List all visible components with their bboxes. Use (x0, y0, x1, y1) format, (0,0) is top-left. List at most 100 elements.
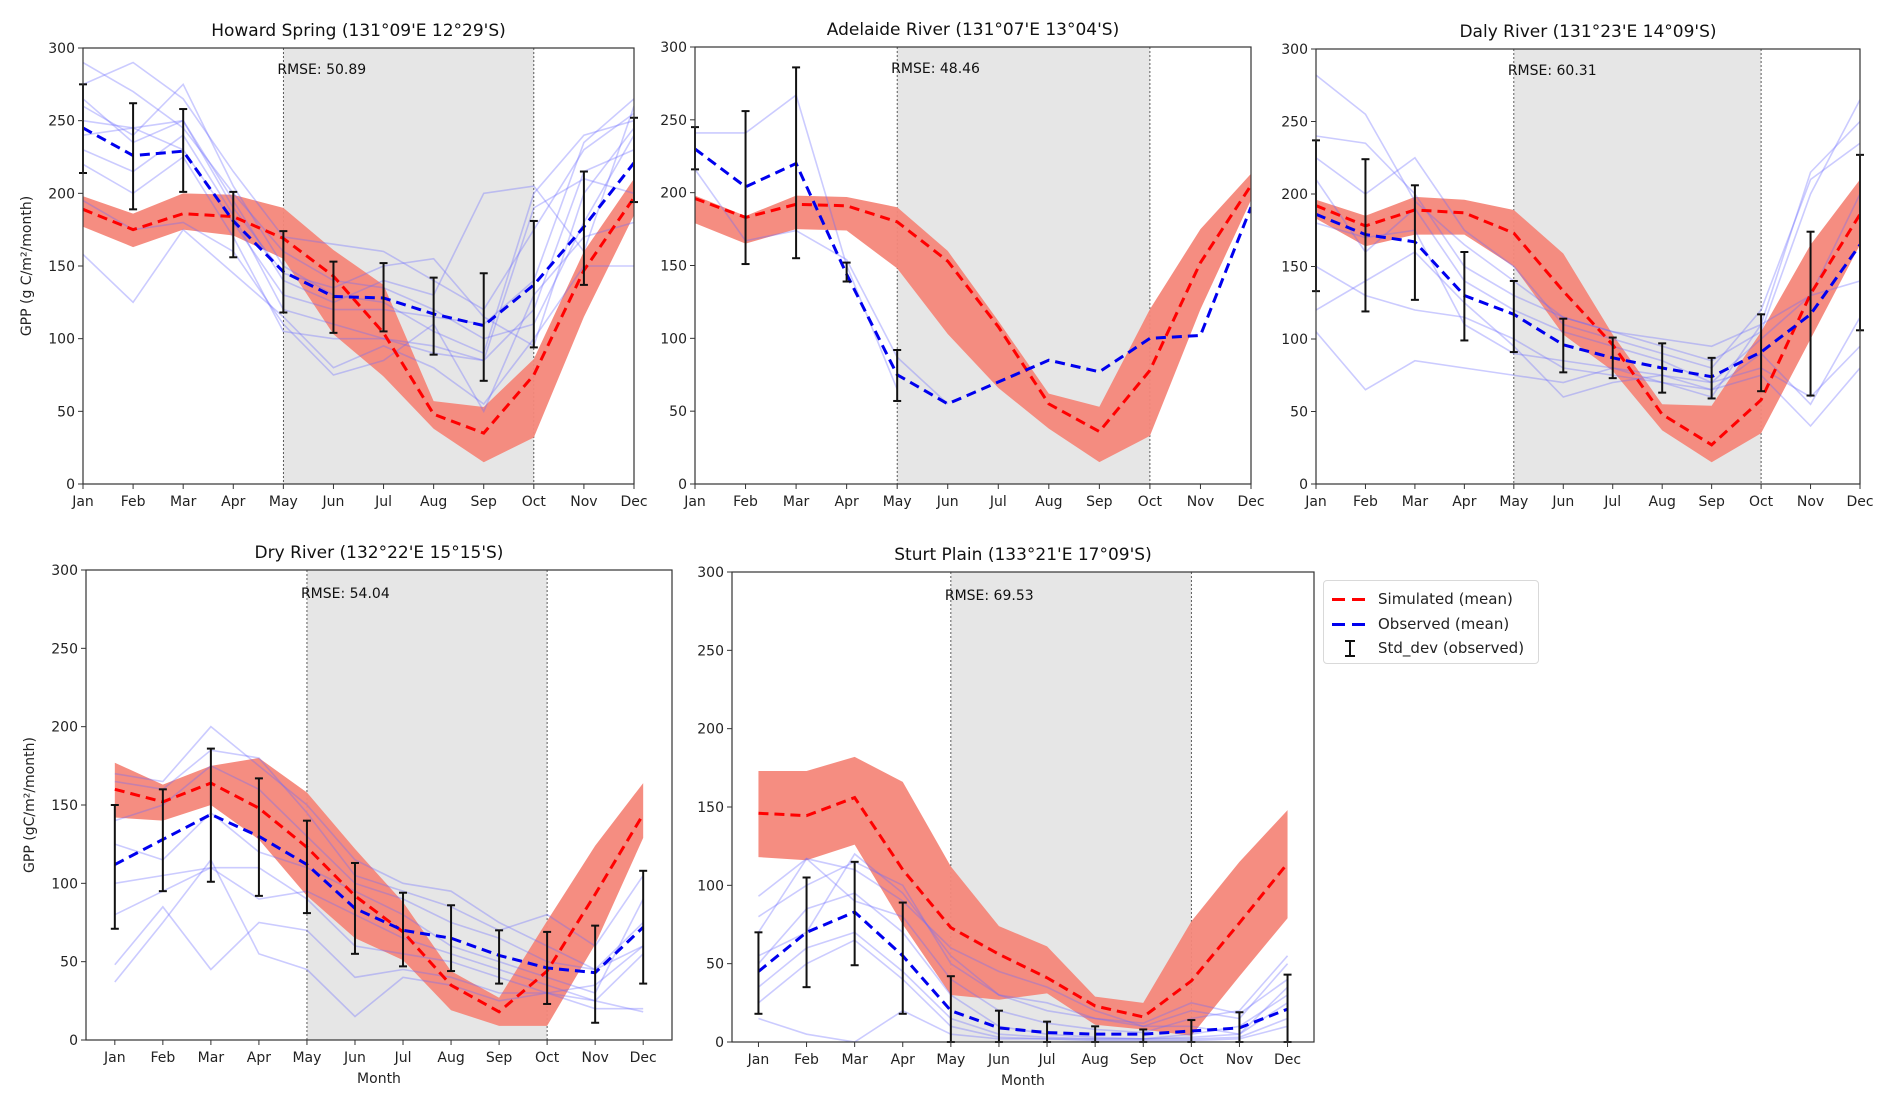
y-tick-label: 250 (48, 114, 75, 130)
x-tick-label: Jun (1551, 494, 1574, 510)
y-tick-label: 0 (69, 1033, 78, 1049)
observed-year-line (83, 228, 634, 406)
errorbar (1559, 317, 1568, 374)
y-tick-label: 50 (669, 404, 687, 420)
simulated-range-band (114, 758, 644, 1026)
y-tick-label: 250 (697, 643, 724, 659)
observed-year-line (1316, 222, 1860, 406)
x-tick-label: Jul (394, 1050, 412, 1066)
x-tick-label: Mar (841, 1052, 868, 1068)
y-tick-label: 300 (660, 40, 687, 56)
x-tick-label: Aug (420, 494, 447, 510)
errorbar (1460, 251, 1469, 342)
observed-year-line (114, 866, 644, 1002)
y-tick-label: 100 (48, 332, 75, 348)
simulated-mean-line (695, 184, 1251, 434)
errorbar (206, 747, 215, 883)
y-tick-label: 200 (1281, 187, 1308, 203)
errorbar (179, 108, 188, 193)
observed-year-line (83, 155, 634, 362)
x-tick-label: Aug (1035, 494, 1062, 510)
observed-year-line (757, 857, 1289, 1034)
x-tick-label: May (883, 494, 912, 510)
errorbar (1410, 184, 1419, 301)
observed-year-line (757, 939, 1288, 1040)
red-dashed-line-icon (1330, 588, 1370, 610)
chart-title: Sturt Plain (133°21'E 17°09'S) (894, 545, 1151, 565)
y-tick-label: 200 (48, 186, 75, 202)
observed-mean-line (1316, 212, 1860, 379)
errorbar (110, 804, 119, 930)
y-axis-label: GPP (gC/m²/month) (22, 737, 38, 873)
y-tick-label: 50 (57, 404, 75, 420)
x-tick-label: Sep (471, 494, 498, 510)
x-tick-label: Aug (1081, 1052, 1108, 1068)
errorbar-icon (1330, 637, 1370, 659)
x-tick-label: Feb (150, 1050, 175, 1066)
errorbar (350, 861, 359, 955)
chart-panel-2: 0 50 100 150 200 250 300 Jan Feb Mar Apr May Jun Jul A… (660, 20, 1264, 510)
y-tick-label: 300 (51, 563, 78, 579)
x-tick-label: Mar (170, 494, 197, 510)
simulated-range-band (758, 756, 1288, 1036)
y-tick-label: 50 (706, 957, 724, 973)
y-tick-label: 300 (1281, 42, 1308, 58)
observed-year-line (114, 858, 644, 1018)
errorbar (893, 348, 902, 402)
observed-year-line (758, 1009, 1288, 1042)
errorbar (1707, 356, 1716, 400)
errorbar (158, 788, 167, 893)
observed-year-line (1316, 179, 1860, 384)
x-tick-label: Oct (1138, 494, 1163, 510)
observed-year-line (114, 764, 644, 971)
simulated-range-band (695, 173, 1251, 463)
x-tick-label: Jun (322, 494, 345, 510)
x-tick-label: May (936, 1052, 965, 1068)
y-tick-label: 150 (1281, 260, 1308, 276)
x-tick-label: Mar (783, 494, 810, 510)
x-tick-label: Jul (374, 494, 392, 510)
rmse-annotation: RMSE: 50.89 (277, 62, 366, 78)
x-tick-label: Jun (936, 494, 959, 510)
y-tick-label: 200 (697, 722, 724, 738)
observed-year-line (83, 134, 634, 362)
blue-dashed-line-icon (1330, 613, 1370, 635)
observed-year-line (1316, 331, 1860, 428)
y-tick-label: 150 (660, 259, 687, 275)
observed-mean-line (114, 812, 645, 975)
rmse-annotation: RMSE: 54.04 (301, 586, 390, 602)
x-tick-label: Jan (747, 1052, 770, 1068)
rmse-annotation: RMSE: 48.46 (891, 61, 980, 77)
x-tick-label: Jul (1603, 494, 1621, 510)
observed-year-line (83, 98, 634, 304)
x-tick-label: Oct (535, 1050, 560, 1066)
x-tick-label: Feb (1353, 494, 1378, 510)
errorbar (229, 190, 238, 259)
chart-panel-3: 0 50 100 150 200 250 300 Jan Feb Mar Apr May Jun Jul A… (1281, 22, 1873, 510)
x-tick-label: Jun (987, 1052, 1010, 1068)
errorbar (802, 876, 811, 989)
errorbar (279, 230, 288, 314)
x-tick-label: May (292, 1050, 321, 1066)
y-axis-label: GPP (g C/m²/month) (19, 196, 35, 336)
y-tick-label: 100 (660, 331, 687, 347)
plot-area (757, 756, 1289, 1042)
x-tick-label: Apr (1452, 494, 1476, 510)
observed-year-line (1316, 120, 1860, 348)
y-tick-label: 150 (51, 798, 78, 814)
errorbar (1608, 336, 1617, 380)
errorbar (429, 276, 438, 356)
chart-title: Howard Spring (131°09'E 12°29'S) (211, 21, 506, 41)
errorbar (1283, 973, 1292, 1043)
x-tick-label: May (1499, 494, 1528, 510)
x-tick-label: Feb (121, 494, 146, 510)
x-tick-label: Nov (1797, 494, 1824, 510)
x-tick-label: Jun (343, 1050, 366, 1066)
observed-year-line (757, 931, 1288, 1040)
x-tick-label: Oct (1749, 494, 1774, 510)
x-axis-label: Month (1001, 1073, 1045, 1089)
observed-year-line (758, 860, 1289, 1028)
errorbar (447, 904, 456, 973)
y-tick-label: 250 (660, 113, 687, 129)
x-tick-label: Aug (1649, 494, 1676, 510)
